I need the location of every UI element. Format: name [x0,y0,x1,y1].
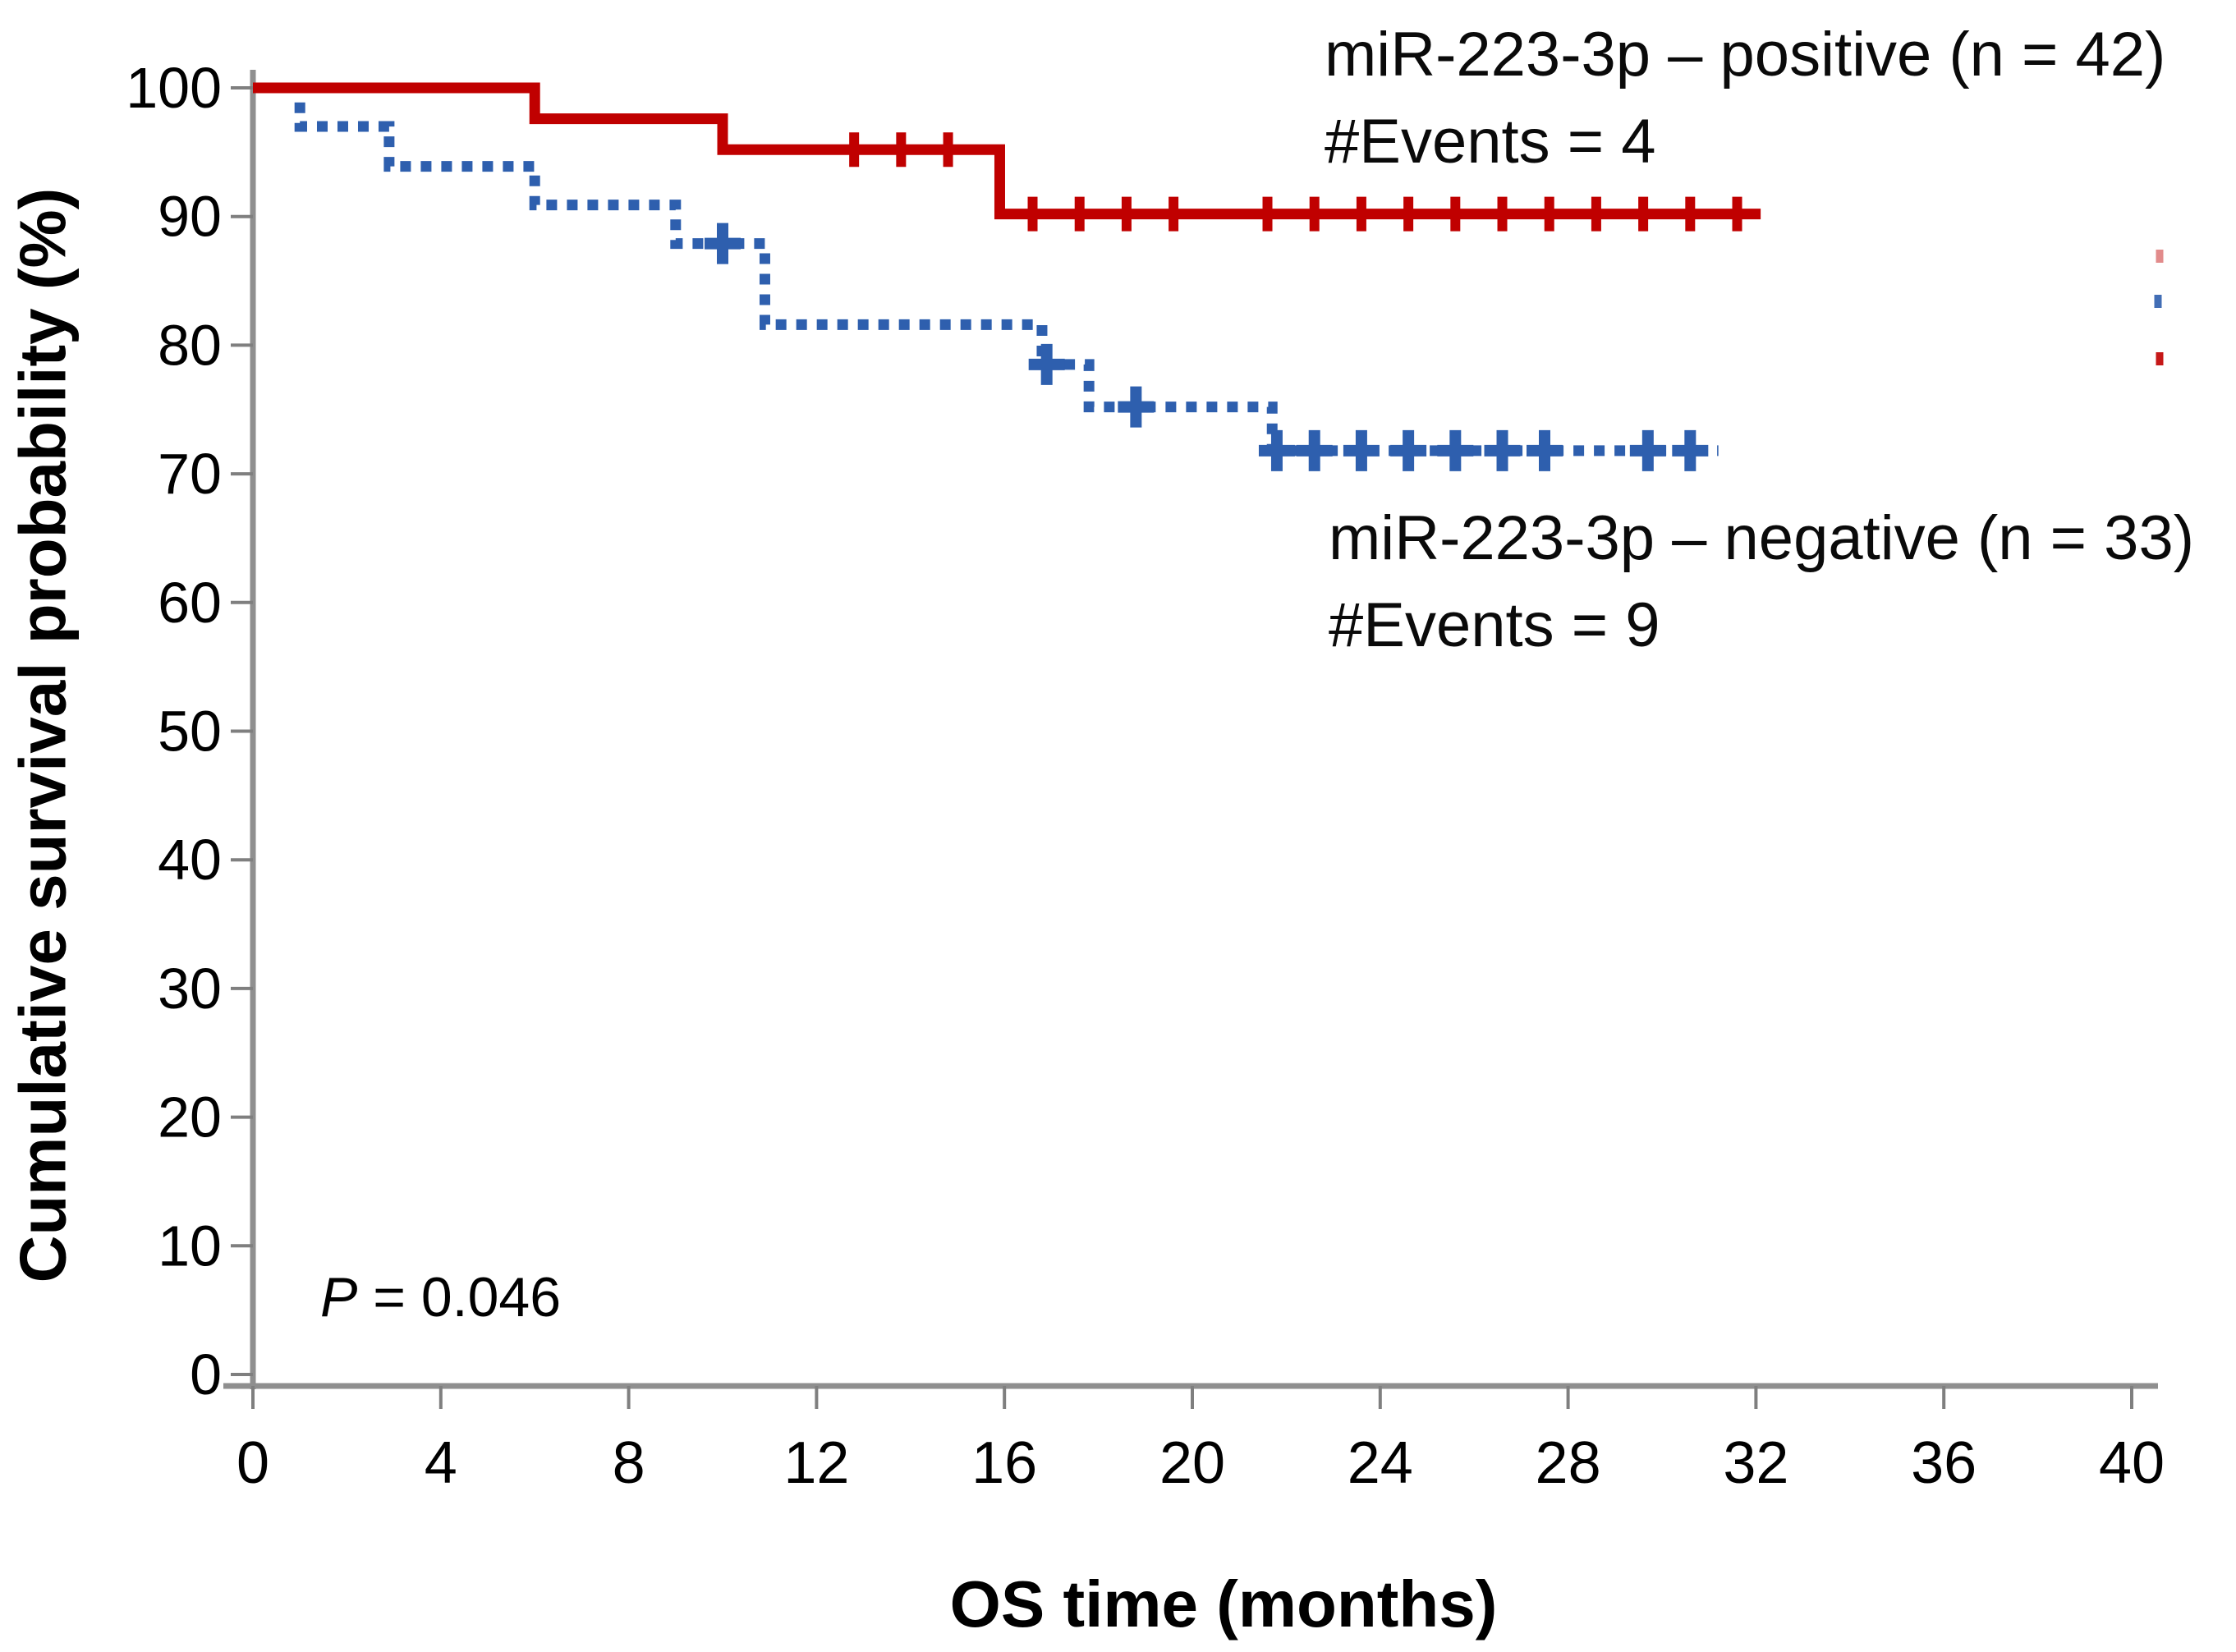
legend-positive-block: miR-223-3p – positive (n = 42) #Events =… [1325,11,2165,186]
x-tick-label: 8 [613,1430,645,1496]
legend-positive-events: #Events = 4 [1325,107,1656,177]
y-tick-label: 50 [158,700,222,764]
series-group [253,82,1761,471]
y-tick-label: 0 [190,1342,222,1406]
x-tick-label: 36 [1911,1430,1977,1496]
x-tick-label: 32 [1723,1430,1788,1496]
x-tick-label: 20 [1159,1430,1225,1496]
x-tick-label: 24 [1348,1430,1413,1496]
legend-negative-events: #Events = 9 [1329,590,1660,660]
x-tick-label: 28 [1536,1430,1601,1496]
y-axis-title: Cumulative survival probability (%) [6,187,80,1283]
x-tick-label: 12 [783,1430,849,1496]
p-value-label: P = 0.046 [320,1268,561,1327]
axes-group: 0 10 20 30 40 50 60 70 80 90 100 0 4 8 12 16 20 24 28 32 36 4… [126,56,2165,1496]
x-tick-label: 40 [2099,1430,2165,1496]
y-tick-label: 80 [158,313,222,377]
x-axis-title: OS time (months) [949,1567,1498,1641]
km-curve-positive [253,82,1761,220]
y-tick-label: 60 [158,571,222,635]
y-tick-label: 20 [158,1085,222,1150]
legend-negative-label: miR-223-3p – negative (n = 33) [1329,503,2195,573]
x-tick-label: 0 [236,1430,269,1496]
legend-negative-block: miR-223-3p – negative (n = 33) #Events =… [1329,495,2194,669]
y-tick-label: 70 [158,442,222,506]
y-tick-label: 30 [158,957,222,1021]
y-tick-label: 100 [126,56,222,120]
p-value-symbol: P [320,1266,358,1328]
x-tick-label: 4 [425,1430,457,1496]
y-tick-label: 10 [158,1214,222,1278]
x-tick-label: 16 [971,1430,1037,1496]
edge-artifact-group [2154,250,2164,365]
legend-positive-label: miR-223-3p – positive (n = 42) [1325,20,2166,89]
p-value-number: = 0.046 [357,1266,562,1328]
y-tick-label: 90 [158,185,222,249]
y-tick-label: 40 [158,828,222,892]
